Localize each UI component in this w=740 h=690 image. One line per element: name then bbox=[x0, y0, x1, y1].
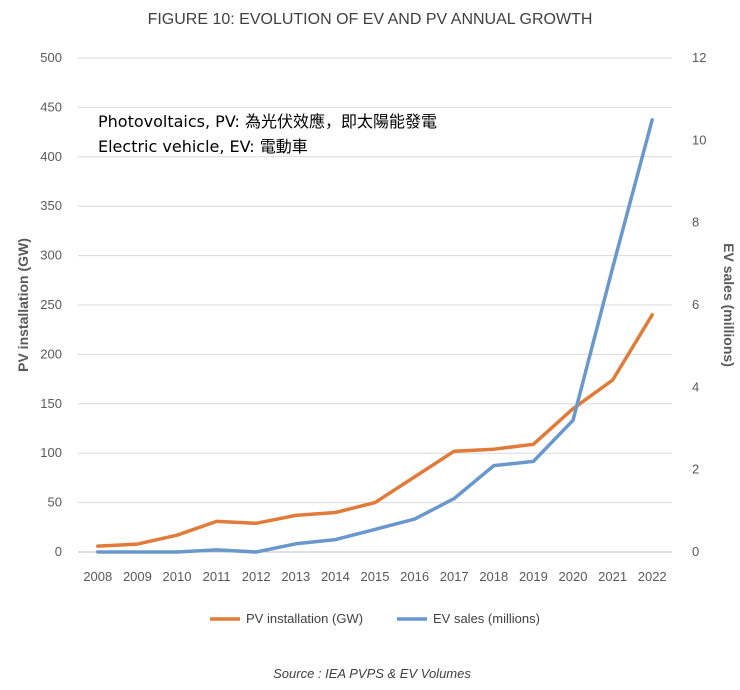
series bbox=[96, 118, 654, 554]
right-tick-label: 0 bbox=[692, 544, 699, 559]
x-axis-ticks: 2008 2009 2010 2011 2012 2013 2014 2015 2016 2017… bbox=[83, 569, 666, 584]
x-tick-label: 2015 bbox=[361, 569, 390, 584]
pv-point bbox=[651, 313, 654, 316]
left-tick-label: 250 bbox=[40, 297, 62, 312]
x-tick-label: 2021 bbox=[598, 569, 627, 584]
pv-point bbox=[176, 534, 179, 537]
x-tick-label: 2012 bbox=[242, 569, 271, 584]
pv-point bbox=[492, 448, 495, 451]
right-tick-label: 4 bbox=[692, 379, 699, 394]
left-tick-label: 350 bbox=[40, 198, 62, 213]
x-tick-label: 2017 bbox=[440, 569, 469, 584]
x-tick-label: 2013 bbox=[281, 569, 310, 584]
ev-point bbox=[294, 542, 297, 545]
left-tick-label: 0 bbox=[55, 544, 62, 559]
pv-installation-line bbox=[96, 313, 654, 548]
pv-point bbox=[255, 522, 258, 525]
left-tick-label: 100 bbox=[40, 445, 62, 460]
ev-point bbox=[334, 538, 337, 541]
left-axis-ticks: 0 50 100 150 200 250 300 350 400 450 500 bbox=[40, 50, 62, 559]
left-tick-label: 150 bbox=[40, 396, 62, 411]
grid bbox=[78, 57, 672, 553]
x-tick-label: 2019 bbox=[519, 569, 548, 584]
pv-point bbox=[413, 475, 416, 478]
right-axis-title: EV sales (millions) bbox=[721, 243, 737, 367]
right-tick-label: 2 bbox=[692, 462, 699, 477]
ev-point bbox=[374, 528, 377, 531]
x-tick-label: 2014 bbox=[321, 569, 350, 584]
ev-point bbox=[611, 266, 614, 269]
ev-point bbox=[215, 548, 218, 551]
right-tick-label: 6 bbox=[692, 297, 699, 312]
left-tick-label: 500 bbox=[40, 50, 62, 65]
ev-point bbox=[255, 551, 258, 554]
pv-point bbox=[611, 379, 614, 382]
x-tick-label: 2016 bbox=[400, 569, 429, 584]
ev-point bbox=[413, 518, 416, 521]
pv-point bbox=[215, 520, 218, 523]
legend-pv-label: PV installation (GW) bbox=[246, 611, 363, 626]
pv-point bbox=[294, 514, 297, 517]
annotation-ev: Electric vehicle, EV: 電動車 bbox=[98, 137, 308, 156]
right-tick-label: 10 bbox=[692, 132, 706, 147]
ev-point bbox=[532, 460, 535, 463]
legend: PV installation (GW) EV sales (millions) bbox=[210, 611, 540, 626]
left-axis-title: PV installation (GW) bbox=[15, 238, 31, 372]
pv-point bbox=[532, 443, 535, 446]
annotation-pv: Photovoltaics, PV: 為光伏效應，即太陽能發電 bbox=[98, 112, 437, 131]
ev-point bbox=[651, 118, 654, 121]
right-tick-label: 8 bbox=[692, 215, 699, 230]
right-tick-label: 12 bbox=[692, 50, 706, 65]
x-tick-label: 2010 bbox=[163, 569, 192, 584]
left-tick-label: 50 bbox=[48, 495, 62, 510]
pv-point bbox=[136, 543, 139, 546]
ev-point bbox=[176, 551, 179, 554]
left-tick-label: 450 bbox=[40, 99, 62, 114]
chart-title: FIGURE 10: EVOLUTION OF EV AND PV ANNUAL… bbox=[148, 11, 593, 28]
ev-point bbox=[96, 551, 99, 554]
x-tick-label: 2011 bbox=[203, 569, 231, 584]
ev-point bbox=[453, 497, 456, 500]
left-tick-label: 300 bbox=[40, 248, 62, 263]
pv-point bbox=[374, 501, 377, 504]
pv-point bbox=[453, 450, 456, 453]
ev-point bbox=[492, 464, 495, 467]
x-tick-label: 2020 bbox=[559, 569, 588, 584]
source-note: Source : IEA PVPS & EV Volumes bbox=[273, 666, 471, 681]
x-tick-label: 2009 bbox=[123, 569, 152, 584]
right-axis-ticks: 0 2 4 6 8 10 12 bbox=[692, 50, 706, 559]
pv-point bbox=[334, 511, 337, 514]
x-tick-label: 2018 bbox=[479, 569, 508, 584]
x-tick-label: 2008 bbox=[83, 569, 112, 584]
left-tick-label: 400 bbox=[40, 149, 62, 164]
ev-point bbox=[136, 551, 139, 554]
ev-point bbox=[572, 419, 575, 422]
legend-ev-label: EV sales (millions) bbox=[433, 611, 540, 626]
ev-sales-line bbox=[96, 118, 654, 554]
pv-point bbox=[96, 545, 99, 548]
x-tick-label: 2022 bbox=[638, 569, 667, 584]
left-tick-label: 200 bbox=[40, 346, 62, 361]
